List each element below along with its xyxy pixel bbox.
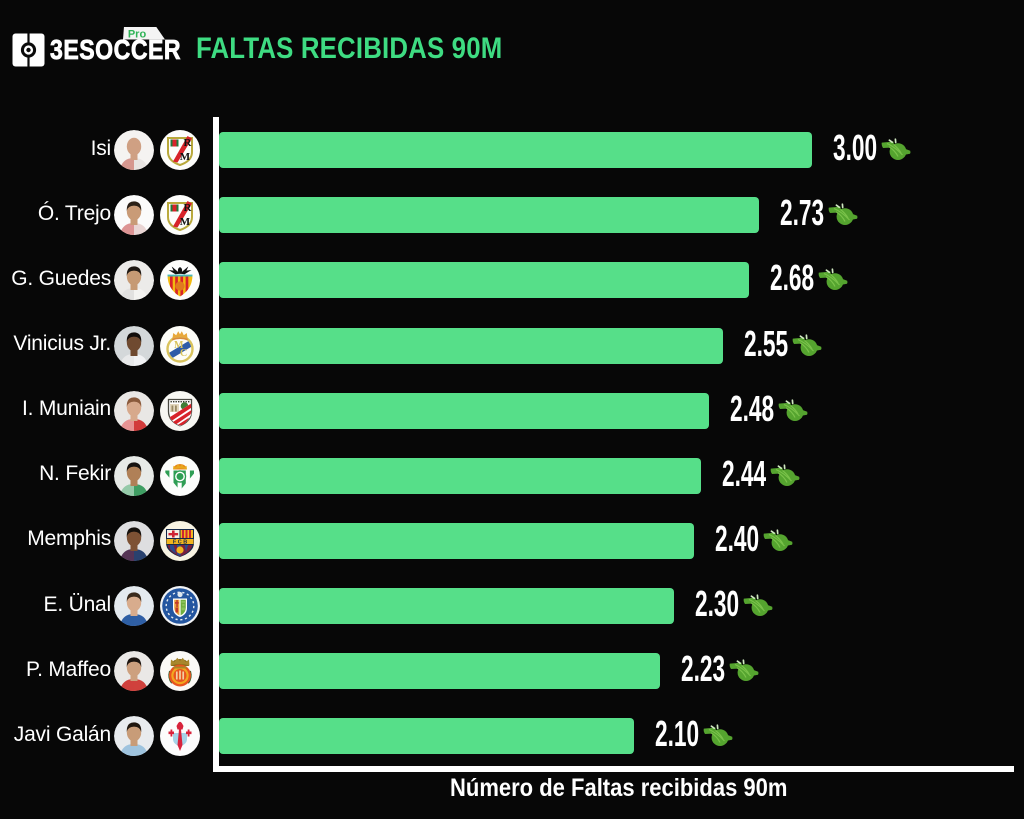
svg-text:M: M (180, 216, 191, 228)
svg-text:M: M (174, 340, 184, 351)
svg-text:F C B: F C B (173, 539, 187, 545)
svg-text:R: R (184, 202, 193, 214)
svg-text:M: M (180, 151, 191, 163)
svg-text:Pro: Pro (128, 29, 147, 41)
svg-text:R: R (184, 137, 193, 149)
svg-text:C: C (180, 348, 187, 359)
